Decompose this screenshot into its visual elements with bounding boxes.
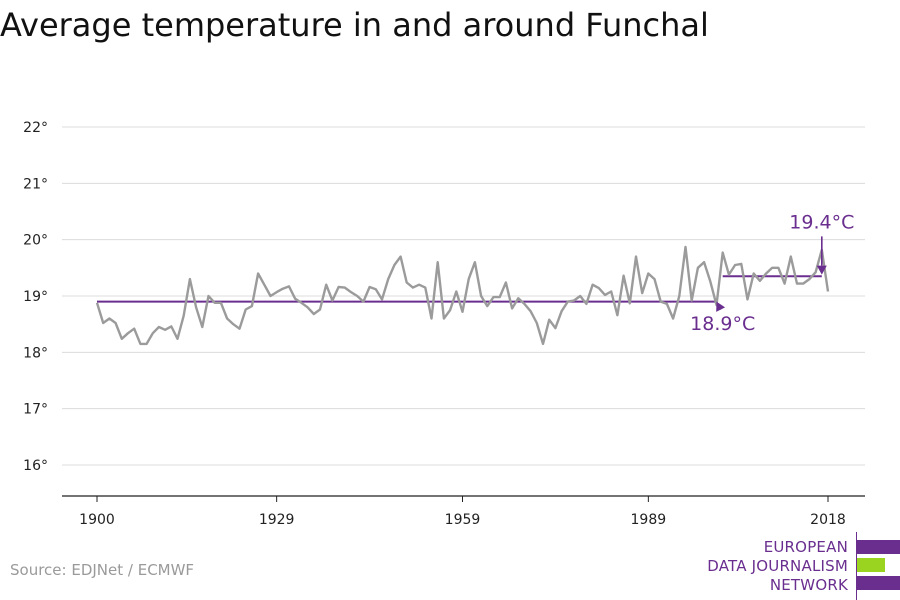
chart-canvas: 16° 17° 18° 19° 20° 21° 22° 1900 1929 1959 1989 20…: [23, 120, 865, 528]
x-axis: 1900 1929 1959 1989 2018: [62, 495, 865, 528]
x-tick-label-1959: 1959: [445, 512, 481, 528]
logo-line-data-journalism: DATA JOURNALISM: [707, 557, 848, 575]
annotation-label-2: 19.4°C: [789, 211, 854, 233]
y-tick-label-19: 19°: [23, 289, 48, 305]
y-axis-labels: 16° 17° 18° 19° 20° 21° 22°: [23, 120, 48, 474]
annotation-label-1: 18.9°C: [690, 313, 755, 335]
y-tick-label-18: 18°: [23, 345, 48, 361]
x-tick-label-1989: 1989: [631, 512, 667, 528]
annotation-arrow-head-1: [716, 301, 726, 312]
x-tick-label-1929: 1929: [259, 512, 295, 528]
y-tick-label-22: 22°: [23, 120, 48, 136]
logo-bar-purple-bottom: [857, 576, 900, 590]
y-tick-label-21: 21°: [23, 176, 48, 192]
temperature-series: [95, 245, 830, 346]
edjnet-logo: EUROPEAN DATA JOURNALISM NETWORK: [700, 532, 900, 600]
annotations: 18.9°C 19.4°C: [690, 211, 854, 334]
annotation-arrow-head-2: [816, 265, 827, 275]
logo-line-network: NETWORK: [769, 576, 848, 594]
y-tick-label-20: 20°: [23, 233, 48, 249]
source-note: Source: EDJNet / ECMWF: [10, 561, 195, 579]
x-tick-label-2018: 2018: [810, 512, 846, 528]
series-line-1: [95, 245, 830, 346]
y-tick-label-16: 16°: [23, 458, 48, 474]
logo-line-european: EUROPEAN: [763, 538, 848, 556]
chart-title: Average temperature in and around Funcha…: [0, 6, 709, 44]
y-tick-label-17: 17°: [23, 402, 48, 418]
logo-bar-green: [857, 558, 885, 572]
x-tick-label-1900: 1900: [79, 512, 115, 528]
gridlines: [62, 126, 865, 466]
logo-bar-purple-top: [857, 540, 900, 554]
logo-divider: [856, 532, 857, 600]
